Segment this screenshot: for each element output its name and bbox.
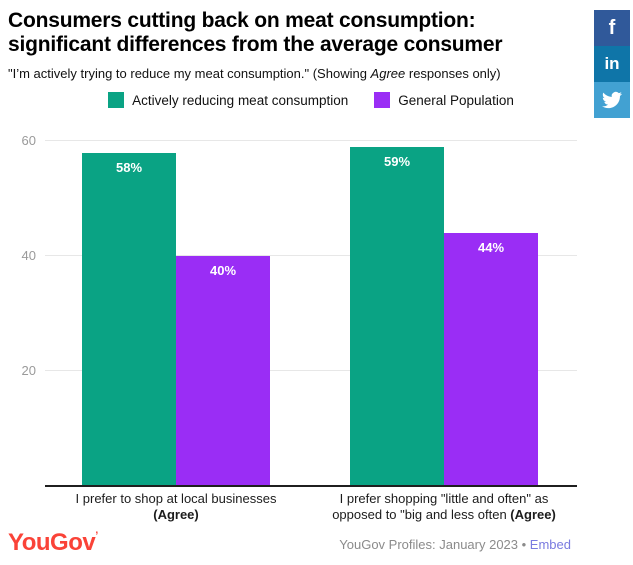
chart-subtitle: "I’m actively trying to reduce my meat c… (8, 66, 608, 81)
twitter-bird-icon (602, 91, 622, 109)
category-text: opposed to "big and less often (332, 507, 511, 522)
page-title: Consumers cutting back on meat consumpti… (8, 9, 588, 57)
subtitle-italic-agree: Agree (370, 66, 406, 81)
yougov-logo-text: YouGov (8, 529, 96, 556)
gridline-40 (45, 255, 577, 256)
y-tick-60: 60 (21, 133, 36, 148)
legend-swatch-teal (108, 92, 125, 108)
facebook-icon: f (608, 16, 616, 39)
bar-genpop-local-businesses: 40% (176, 256, 270, 486)
bar-value-label: 40% (209, 263, 237, 278)
legend-item-reducing-meat[interactable]: Actively reducing meat consumption (108, 92, 348, 108)
y-axis: 20 40 60 (0, 120, 36, 486)
title-line-1: Consumers cutting back on meat consumpti… (8, 9, 476, 32)
yougov-logo[interactable]: YouGov’ (8, 529, 98, 557)
category-text: I prefer shopping "little and often" as (339, 491, 549, 506)
y-tick-40: 40 (21, 248, 36, 263)
yougov-logo-tick: ’ (95, 530, 98, 542)
subtitle-prefix: "I’m actively trying to reduce my meat c… (8, 66, 371, 81)
bar-genpop-little-and-often: 44% (444, 233, 538, 486)
bar-value-label: 59% (383, 153, 411, 169)
bar-reducing-little-and-often: 59% (350, 146, 444, 486)
category-label-local-businesses: I prefer to shop at local businesses (Agr… (31, 491, 321, 523)
legend-swatch-purple (374, 92, 391, 108)
category-text: I prefer to shop at local businesses (75, 491, 277, 506)
x-axis-line (45, 485, 577, 487)
legend-label-general-population: General Population (398, 92, 514, 108)
plot-area: 58% 40% 59% 44% (45, 120, 577, 486)
facebook-share-button[interactable]: f (594, 10, 630, 46)
gridline-20 (45, 370, 577, 371)
gridline-60 (45, 140, 577, 141)
twitter-share-button[interactable] (594, 82, 630, 118)
legend-item-general-population[interactable]: General Population (374, 92, 514, 108)
category-agree-bold: (Agree) (153, 507, 199, 522)
chart-legend: Actively reducing meat consumption Gener… (45, 92, 577, 108)
embed-link[interactable]: Embed (529, 537, 571, 552)
y-tick-20: 20 (21, 363, 36, 378)
linkedin-share-button[interactable]: in (594, 46, 630, 82)
footer-source: YouGov Profiles: January 2023 • Embed (339, 537, 571, 552)
footer-separator: • (518, 537, 530, 552)
linkedin-icon: in (604, 54, 620, 73)
category-agree-bold: (Agree) (510, 507, 556, 522)
legend-label-reducing-meat: Actively reducing meat consumption (132, 92, 349, 108)
source-text: YouGov Profiles: January 2023 (339, 537, 519, 552)
bar-value-label: 58% (115, 159, 143, 175)
subtitle-suffix: responses only) (405, 66, 501, 81)
title-line-2: significant differences from the average… (8, 33, 503, 56)
bar-value-label: 44% (477, 240, 505, 255)
bar-reducing-local-businesses: 58% (82, 152, 176, 486)
category-label-little-and-often: I prefer shopping "little and often" as o… (299, 491, 589, 523)
